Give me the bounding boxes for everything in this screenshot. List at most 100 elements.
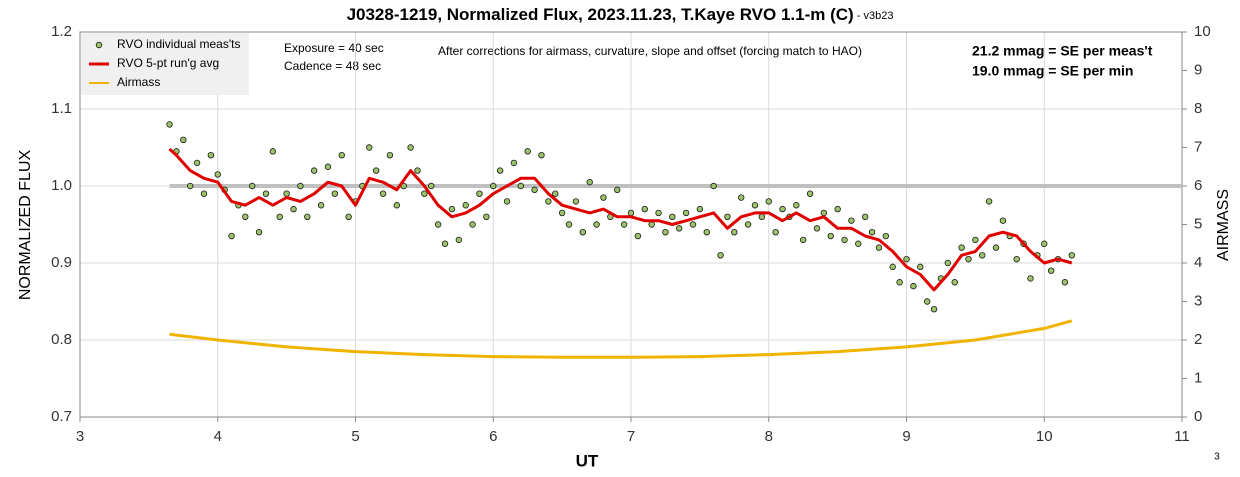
series-line bbox=[168, 147, 1073, 292]
data-point bbox=[345, 213, 352, 220]
data-point bbox=[724, 213, 731, 220]
data-point bbox=[923, 298, 931, 305]
y-tick-label: 1.0 bbox=[51, 177, 72, 194]
y2-tick-label: 10 bbox=[1194, 23, 1211, 40]
data-point bbox=[772, 228, 779, 236]
data-point bbox=[558, 209, 566, 217]
y2-tick-label: 6 bbox=[1194, 177, 1202, 194]
y2-tick-label: 5 bbox=[1194, 215, 1202, 232]
data-point bbox=[490, 182, 497, 190]
data-point bbox=[524, 148, 531, 155]
data-point bbox=[627, 209, 635, 217]
data-point bbox=[586, 178, 593, 186]
x-tick-label: 11 bbox=[1174, 428, 1190, 445]
data-point bbox=[538, 151, 545, 159]
data-point bbox=[779, 205, 786, 213]
data-point bbox=[317, 202, 325, 209]
data-point bbox=[979, 252, 986, 259]
data-point bbox=[462, 202, 469, 209]
annotation: Cadence = 48 sec bbox=[284, 59, 381, 73]
data-point bbox=[1061, 279, 1069, 286]
data-point bbox=[269, 148, 277, 155]
x-tick-label: 5 bbox=[351, 428, 359, 445]
data-point bbox=[855, 240, 862, 247]
title-suffix: - v3b23 bbox=[854, 10, 894, 22]
data-point bbox=[434, 221, 442, 228]
data-point bbox=[682, 209, 690, 217]
x-tick-label: 6 bbox=[489, 428, 497, 445]
data-point bbox=[944, 259, 952, 267]
data-point bbox=[676, 225, 683, 232]
y-tick-label: 0.9 bbox=[51, 254, 72, 271]
data-point bbox=[620, 221, 628, 228]
y-tick-label: 1.2 bbox=[51, 23, 72, 40]
y2-tick-label: 0 bbox=[1194, 408, 1202, 425]
data-point bbox=[689, 221, 697, 228]
data-point bbox=[965, 255, 972, 263]
y-tick-label: 0.8 bbox=[51, 331, 72, 348]
data-point bbox=[731, 228, 738, 236]
data-point bbox=[793, 202, 800, 209]
data-point bbox=[614, 186, 621, 194]
plot-frame bbox=[79, 31, 1183, 418]
data-point bbox=[545, 198, 552, 205]
data-point bbox=[579, 228, 586, 236]
data-point bbox=[372, 167, 380, 174]
y2-tick-label: 8 bbox=[1194, 100, 1202, 117]
y-tick-label: 1.1 bbox=[51, 100, 72, 117]
legend-marker bbox=[95, 41, 103, 49]
data-point bbox=[572, 198, 580, 205]
data-point bbox=[820, 209, 828, 217]
data-point bbox=[841, 236, 848, 244]
data-point bbox=[214, 171, 221, 178]
y-tick-label: 0.7 bbox=[51, 408, 72, 425]
data-point bbox=[1027, 275, 1034, 282]
data-point bbox=[765, 198, 772, 205]
data-point bbox=[1068, 252, 1075, 259]
data-point bbox=[228, 232, 235, 240]
data-point bbox=[1041, 240, 1048, 247]
data-point bbox=[496, 167, 504, 174]
y2-tick-label: 2 bbox=[1194, 331, 1202, 348]
data-point bbox=[917, 263, 924, 271]
data-point bbox=[517, 182, 524, 190]
data-point bbox=[379, 190, 387, 197]
data-point bbox=[744, 221, 752, 228]
x-tick-label: 10 bbox=[1036, 428, 1053, 445]
data-point bbox=[848, 217, 855, 224]
data-point bbox=[813, 225, 821, 232]
data-point bbox=[958, 244, 965, 251]
data-point bbox=[407, 144, 414, 151]
annotation: After corrections for airmass, curvature… bbox=[438, 44, 862, 58]
annotation: 19.0 mmag = SE per min bbox=[972, 63, 1133, 79]
annotation: Exposure = 40 sec bbox=[284, 41, 384, 55]
data-point bbox=[1013, 255, 1020, 263]
x-tick-label: 3 bbox=[76, 428, 84, 445]
data-point bbox=[193, 159, 201, 167]
data-point bbox=[393, 202, 401, 209]
data-point bbox=[889, 263, 896, 271]
data-point bbox=[882, 232, 890, 240]
legend-label: Airmass bbox=[117, 75, 160, 89]
data-point bbox=[421, 190, 428, 197]
data-point bbox=[717, 252, 724, 259]
data-point bbox=[738, 194, 745, 201]
data-point bbox=[834, 205, 841, 213]
data-point bbox=[207, 151, 215, 159]
data-point bbox=[634, 232, 642, 240]
y2-axis-label: AIRMASS bbox=[1215, 189, 1232, 261]
data-point bbox=[262, 190, 270, 197]
data-point bbox=[799, 236, 807, 244]
y2-tick-label: 3 bbox=[1194, 292, 1202, 309]
title-main: J0328-1219, Normalized Flux, 2023.11.23,… bbox=[347, 5, 854, 24]
data-point bbox=[910, 282, 917, 290]
data-point bbox=[186, 182, 194, 190]
data-point bbox=[669, 213, 676, 220]
x-tick-label: 8 bbox=[765, 428, 773, 445]
data-point bbox=[861, 213, 869, 220]
data-point bbox=[324, 163, 332, 170]
data-point bbox=[992, 244, 1000, 251]
data-point bbox=[655, 209, 662, 217]
data-point bbox=[283, 190, 290, 197]
